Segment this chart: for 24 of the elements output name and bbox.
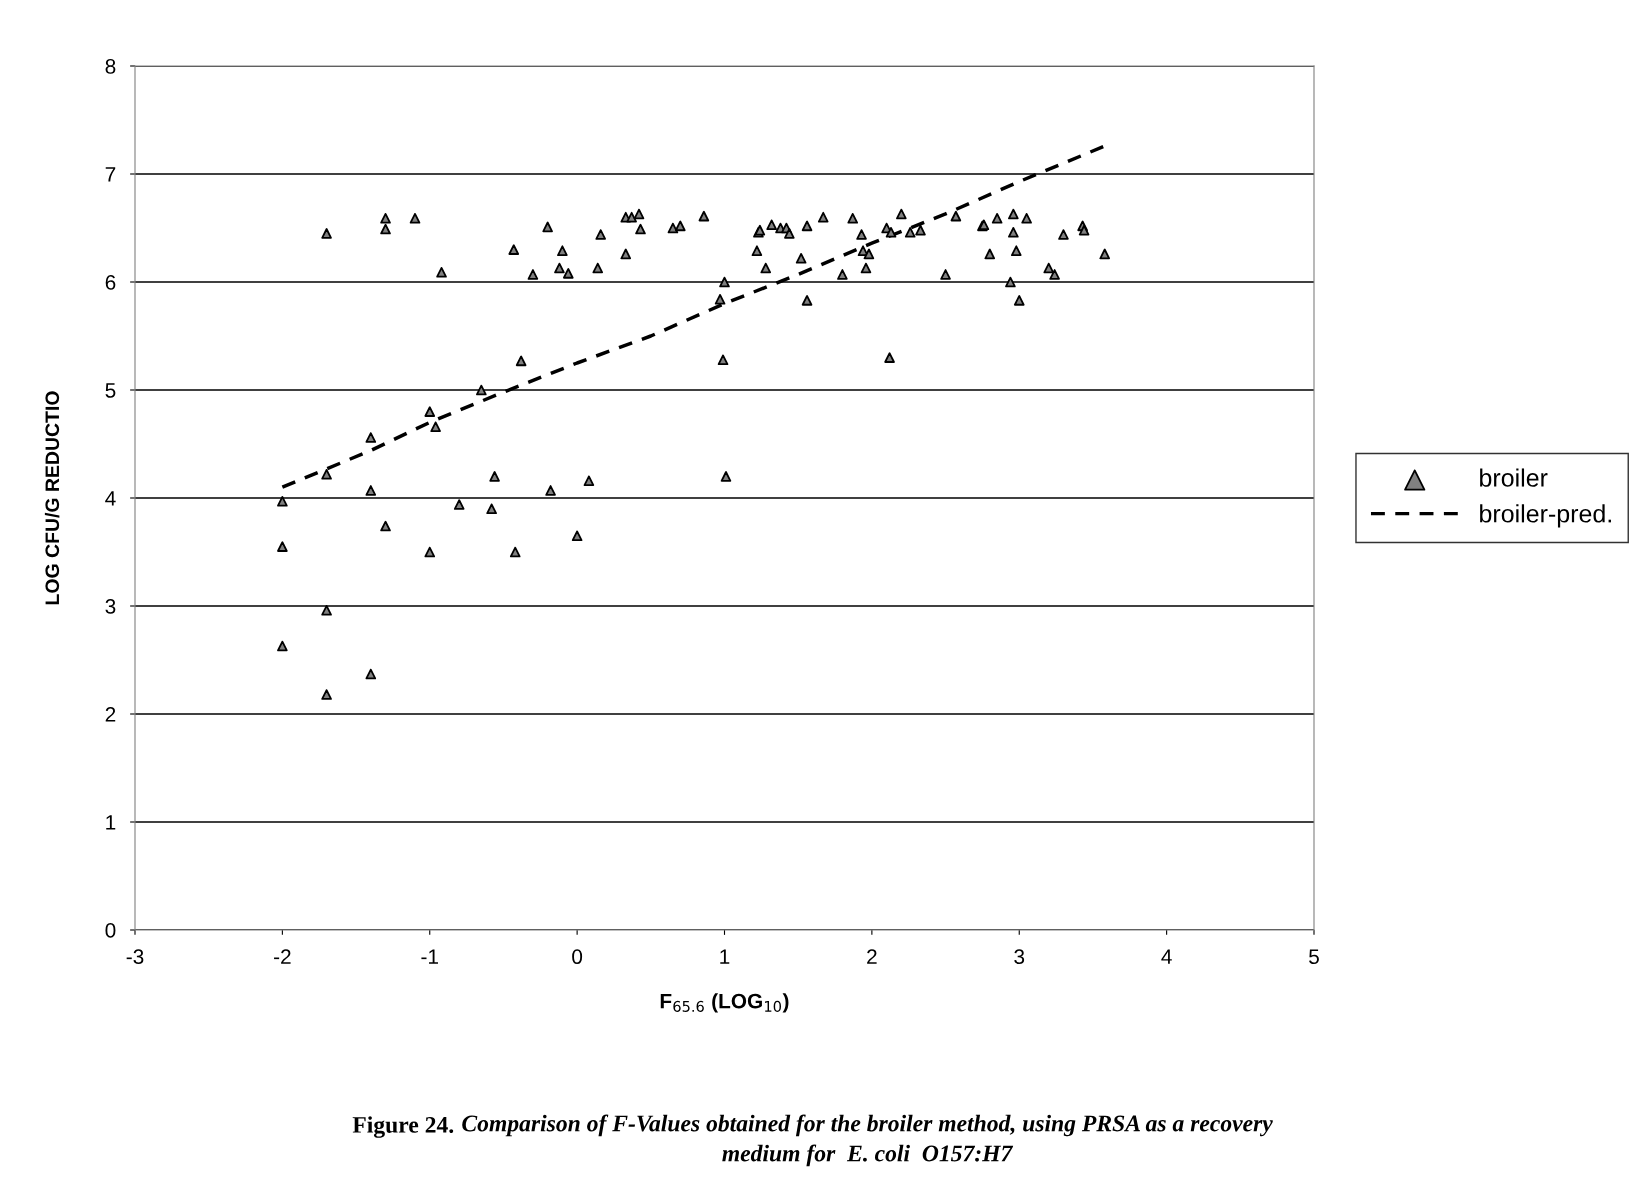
y-tick-label: 1	[106, 815, 116, 830]
y-tick-label: 4	[105, 491, 116, 506]
x-tick-label: 5	[1309, 949, 1319, 965]
x-tick-label: 3	[1014, 949, 1025, 965]
y-axis-title: LOG CFU/G REDUCTIO	[44, 391, 60, 605]
x-tick-label: -3	[126, 949, 144, 965]
x-tick-label: -1	[421, 949, 438, 964]
caption: Figure 24.	[352, 1116, 454, 1138]
x-axis-title: F$_{65.6}$ (LOG$_{10}$)	[660, 993, 789, 1013]
y-tick-label: 8	[105, 59, 116, 74]
y-tick-label: 0	[105, 923, 116, 938]
x-tick-label: 4	[1161, 949, 1172, 964]
y-tick-label: 3	[105, 599, 116, 614]
x-tick-label: -2	[274, 949, 291, 964]
y-tick-label: 5	[105, 383, 116, 398]
legend-label: broiler-pred.	[1480, 504, 1611, 528]
y-tick-label: 7	[105, 167, 116, 182]
x-tick-label: 1	[720, 949, 730, 964]
x-tick-label: 2	[867, 949, 877, 964]
x-tick-label: 0	[572, 949, 583, 965]
y-tick-label: 2	[105, 707, 116, 722]
text: Comparison of F-Values obtained for the broiler method, using PRSA as a recovery medium for E. coli O157:H7	[462, 1114, 1273, 1167]
legend-label: broiler	[1480, 468, 1548, 487]
y-tick-label: 6	[105, 275, 116, 290]
